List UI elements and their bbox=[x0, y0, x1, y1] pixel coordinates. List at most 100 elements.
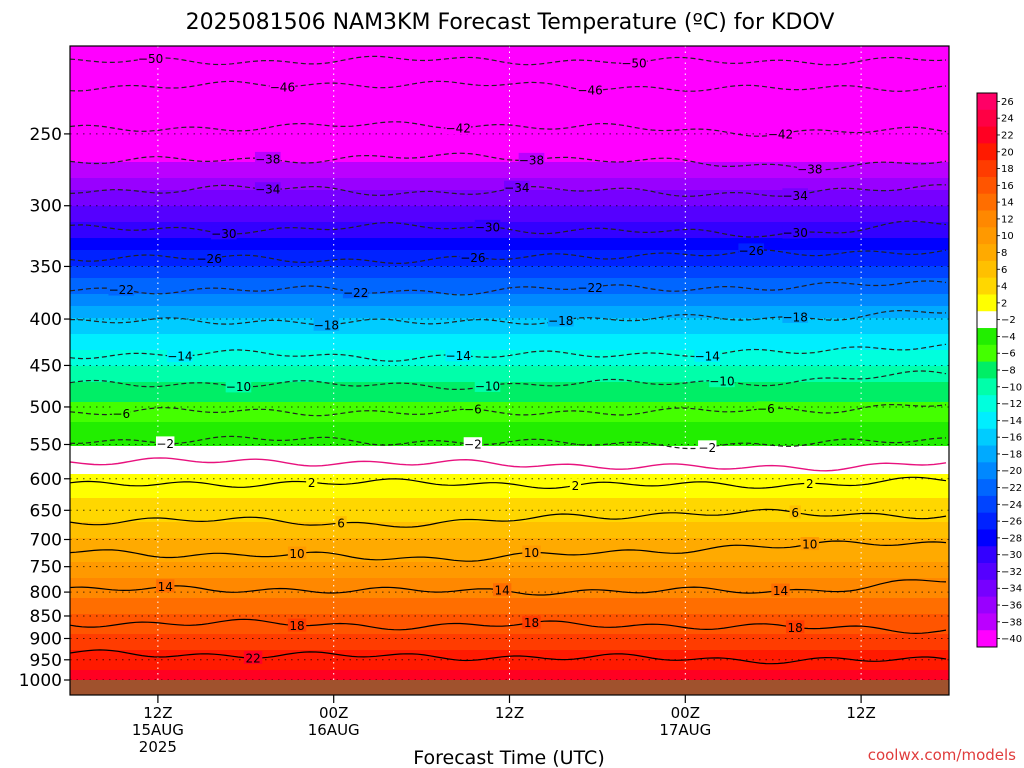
temperature-band bbox=[70, 302, 949, 307]
colorbar-swatch bbox=[977, 277, 997, 295]
colorbar-label: −34 bbox=[1001, 584, 1022, 595]
temperature-band bbox=[70, 130, 949, 135]
y-tick-label: 300 bbox=[30, 197, 62, 217]
contour-label: −42 bbox=[768, 127, 793, 141]
contour-label: −22 bbox=[343, 286, 368, 300]
colorbar-label: −20 bbox=[1001, 466, 1022, 477]
colorbar-swatch bbox=[977, 227, 997, 245]
contour-label: −22 bbox=[577, 281, 602, 295]
contour-label: 18 bbox=[289, 619, 304, 633]
colorbar-label: −10 bbox=[1001, 382, 1022, 393]
temperature-band bbox=[70, 90, 949, 95]
temperature-band bbox=[70, 442, 949, 447]
contour-label-bg bbox=[306, 475, 318, 489]
contour-label: 10 bbox=[289, 547, 304, 561]
temperature-band bbox=[70, 658, 949, 663]
temperature-band bbox=[70, 58, 949, 63]
temperature-band bbox=[70, 274, 949, 279]
contour-label: −50 bbox=[621, 56, 646, 70]
x-tick-label: 17AUG bbox=[659, 721, 711, 739]
temperature-band bbox=[70, 414, 949, 419]
colorbar-swatch bbox=[977, 294, 997, 312]
temperature-band bbox=[70, 178, 949, 183]
colorbar-swatch bbox=[977, 529, 997, 547]
temperature-band bbox=[70, 646, 949, 651]
contour-label: −30 bbox=[783, 226, 808, 240]
contour-label-bg bbox=[522, 615, 541, 629]
colorbar-swatch bbox=[977, 546, 997, 564]
contour-label-bg bbox=[756, 401, 776, 415]
contour-label-bg bbox=[156, 579, 175, 593]
temperature-band bbox=[70, 538, 949, 543]
contour-label-bg bbox=[269, 79, 296, 93]
colorbar-label: −26 bbox=[1001, 517, 1022, 528]
temperature-band bbox=[70, 54, 949, 59]
temperature-band bbox=[70, 362, 949, 367]
temperature-band bbox=[70, 290, 949, 295]
colorbar-swatch bbox=[977, 344, 997, 363]
contour-label-bg bbox=[621, 55, 647, 69]
y-tick-label: 950 bbox=[30, 651, 62, 671]
temperature-band bbox=[70, 266, 949, 271]
temperature-band bbox=[70, 514, 949, 519]
colorbar-swatch bbox=[977, 445, 997, 463]
contour-label-bg bbox=[522, 545, 541, 559]
colorbar-label: −40 bbox=[1001, 634, 1022, 645]
contour-label-bg bbox=[800, 537, 820, 551]
colorbar-label: 18 bbox=[1001, 164, 1014, 175]
colorbar-swatch bbox=[977, 613, 997, 631]
colorbar-label: 10 bbox=[1001, 231, 1014, 242]
temperature-band bbox=[70, 214, 949, 219]
colorbar-swatch bbox=[977, 630, 997, 648]
colorbar-swatch bbox=[977, 512, 997, 530]
colorbar-frame bbox=[976, 92, 998, 648]
contour-label: −38 bbox=[255, 152, 280, 166]
temperature-band bbox=[70, 230, 949, 235]
colorbar-swatch bbox=[977, 210, 997, 228]
credit-link[interactable]: coolwx.com/models bbox=[868, 746, 1016, 764]
temperature-band bbox=[70, 218, 949, 223]
colorbar-label: 8 bbox=[1001, 248, 1007, 259]
contour-label: 14 bbox=[773, 584, 788, 598]
colorbar-swatch bbox=[977, 193, 997, 211]
contour-label-bg bbox=[445, 121, 472, 135]
isotherm-line bbox=[70, 540, 947, 562]
temperature-band bbox=[70, 146, 949, 151]
contour-label-bg bbox=[313, 317, 340, 331]
temperature-band bbox=[70, 322, 949, 327]
contour-label-bg bbox=[335, 516, 347, 530]
temperature-band bbox=[70, 326, 949, 331]
contour-label: −6 bbox=[757, 402, 775, 416]
contour-label-bg bbox=[504, 180, 530, 194]
colorbar-swatch bbox=[977, 93, 997, 111]
temperature-band bbox=[70, 134, 949, 139]
colorbar-label: −36 bbox=[1001, 601, 1022, 612]
colorbar-swatch bbox=[977, 143, 997, 161]
temperature-band bbox=[70, 674, 949, 679]
chart-title: 2025081506 NAM3KM Forecast Temperature (… bbox=[186, 10, 835, 35]
colorbar-swatch bbox=[977, 495, 997, 514]
temperature-band bbox=[70, 554, 949, 559]
contour-label: −38 bbox=[519, 153, 544, 167]
temperature-band bbox=[70, 114, 949, 119]
contour-label-bg bbox=[577, 280, 603, 294]
contour-label: −6 bbox=[112, 407, 130, 421]
contour-label-bg bbox=[492, 583, 512, 597]
colorbar-swatch bbox=[977, 328, 997, 346]
colorbar-swatch bbox=[977, 462, 997, 480]
temperature-band bbox=[70, 370, 949, 375]
temperature-band bbox=[70, 334, 949, 339]
contour-label-bg bbox=[463, 402, 483, 416]
contour-label: −46 bbox=[270, 80, 295, 94]
contour-label-bg bbox=[474, 378, 501, 392]
colorbar-swatch bbox=[977, 361, 997, 379]
temperature-band bbox=[70, 46, 949, 51]
contour-label-bg bbox=[211, 226, 237, 240]
contour-label: 10 bbox=[802, 538, 817, 552]
temperature-band bbox=[70, 234, 949, 239]
colorbar: 26 24 22 20 18 16 14 12 10 8 6 4 2 −2 −4 −6 −8 −10 −12 −14 −… bbox=[976, 92, 1022, 648]
temperature-band bbox=[70, 338, 949, 343]
contour-label: 2 bbox=[572, 479, 580, 493]
colorbar-swatch bbox=[977, 311, 997, 329]
